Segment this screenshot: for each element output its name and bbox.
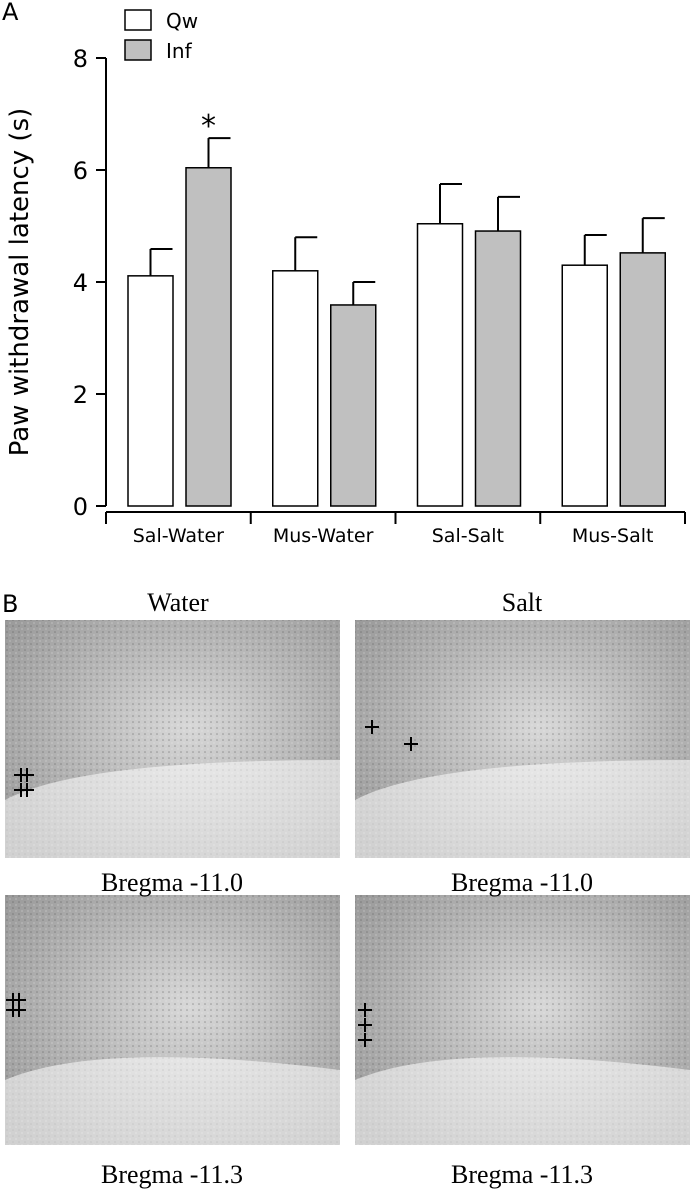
y-tick-label: 8 [73,45,88,73]
legend-label: Inf [166,39,193,63]
legend-swatch [124,39,152,61]
column-title: Salt [502,588,543,617]
column-title: Water [147,588,209,617]
bar [272,270,319,507]
legend-label: Qw [166,9,198,33]
image-caption: Bregma -11.3 [101,1160,243,1189]
legend-swatch [124,9,152,31]
bar [474,230,522,507]
annotation: * [201,109,216,144]
tissue-edge [5,760,690,1145]
bar [127,275,174,507]
x-tick-label: Mus-Water [273,525,374,547]
x-tick-label: Mus-Salt [572,525,654,547]
panel-label: B [2,590,18,618]
bar [185,167,232,507]
y-tick-label: 0 [73,493,88,521]
image-caption: Bregma -11.0 [101,868,243,897]
crosses [6,720,418,1047]
y-tick-label: 2 [73,381,88,409]
image-caption: Bregma -11.3 [451,1160,593,1189]
bar [619,252,666,507]
panel-label: A [2,0,19,26]
bar [416,223,464,507]
y-axis-title: Paw withdrawal latency (s) [5,108,35,457]
y-tick-label: 4 [73,269,88,297]
bar [330,304,377,507]
x-tick-label: Sal-Water [133,525,224,547]
x-tick-label: Sal-Salt [432,525,504,547]
image-caption: Bregma -11.0 [451,868,593,897]
y-tick-label: 6 [73,157,88,185]
bar [561,264,608,507]
histology-images [5,620,690,1145]
